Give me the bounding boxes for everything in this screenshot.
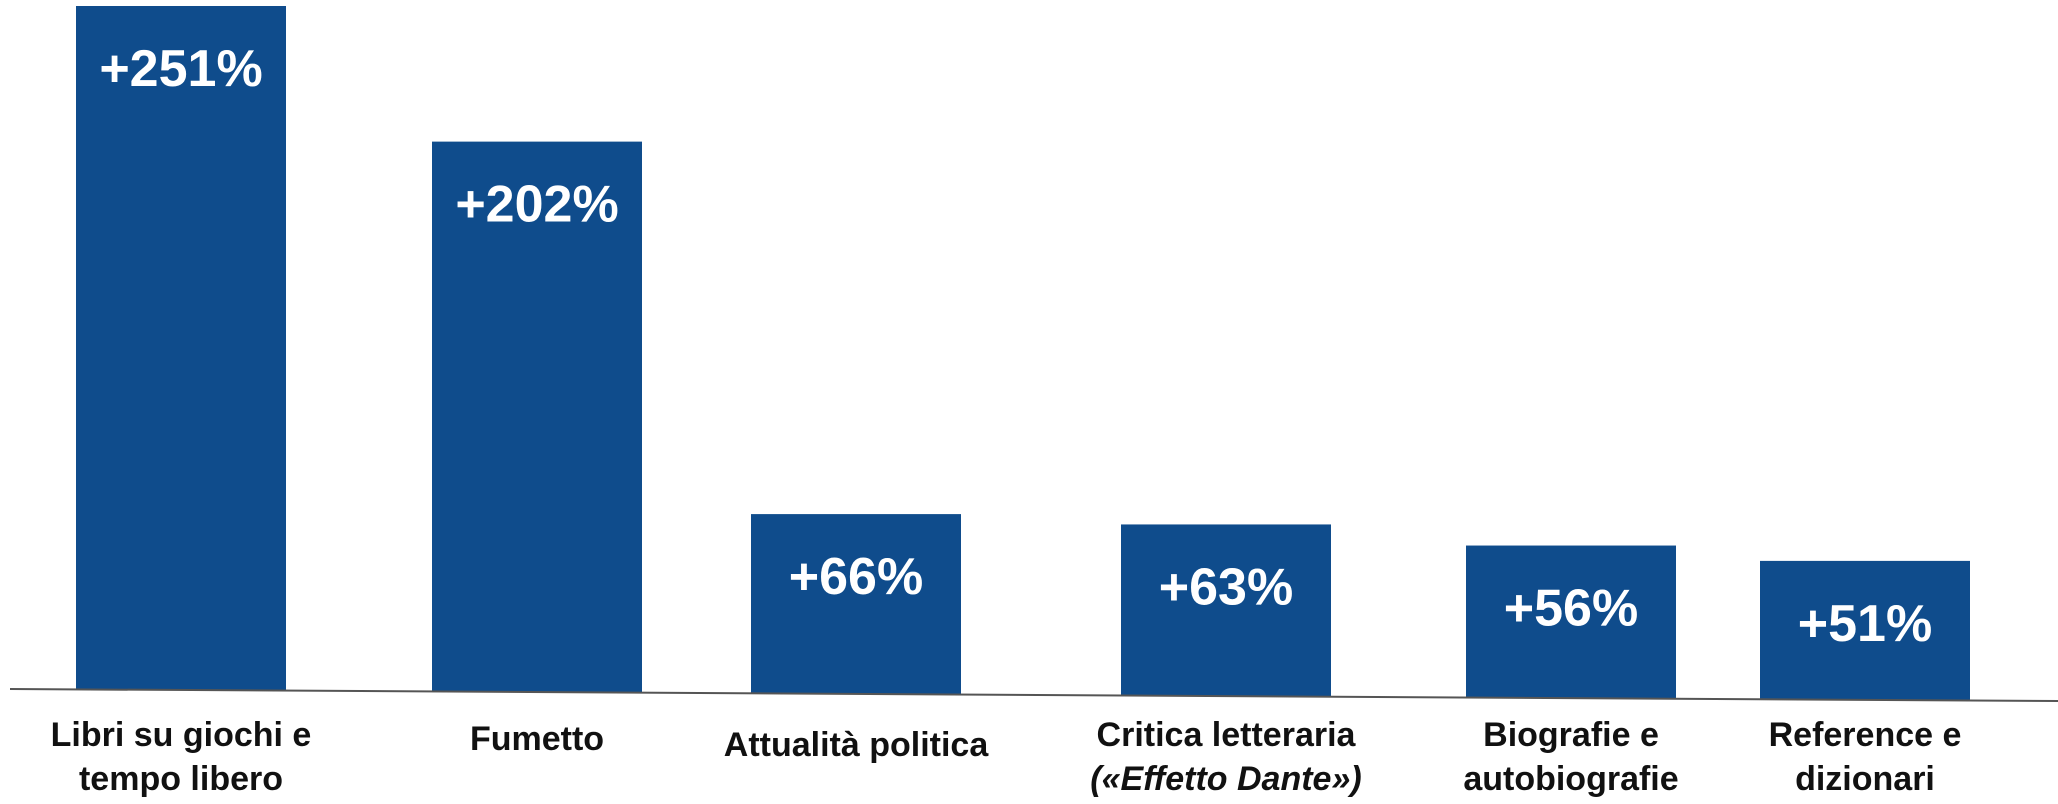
bar-value-label-3: +63% — [1159, 558, 1293, 616]
x-axis-line — [9, 688, 2058, 702]
bar-value-label-1: +202% — [455, 176, 618, 234]
category-label-0: Libri su giochi e tempo libero — [51, 716, 312, 798]
bar-value-label-2: +66% — [789, 548, 923, 606]
bar-1 — [432, 141, 642, 693]
category-label-5: Reference e dizionari — [1769, 716, 1962, 798]
category-label-1: Fumetto — [470, 720, 604, 758]
category-label-4: Biografie e autobiografie — [1463, 716, 1678, 798]
bar-value-label-5: +51% — [1798, 595, 1932, 653]
bar-0 — [76, 6, 286, 691]
bar-value-label-0: +251% — [99, 40, 262, 98]
category-label-3: Critica letteraria («Effetto Dante») — [1090, 716, 1361, 798]
category-label-2: Attualità politica — [724, 726, 990, 764]
bar-value-label-4: +56% — [1504, 580, 1638, 638]
bar-4 — [1466, 545, 1676, 699]
category-labels-group: Libri su giochi e tempo libero Fumetto Attu… — [51, 716, 1962, 798]
bars-group — [76, 6, 1970, 700]
bar-3 — [1121, 524, 1331, 697]
bar-2 — [751, 514, 961, 694]
bar-5 — [1760, 560, 1970, 700]
value-labels-group: +251% +202% +66% +63% +56% +51% — [99, 40, 1932, 653]
